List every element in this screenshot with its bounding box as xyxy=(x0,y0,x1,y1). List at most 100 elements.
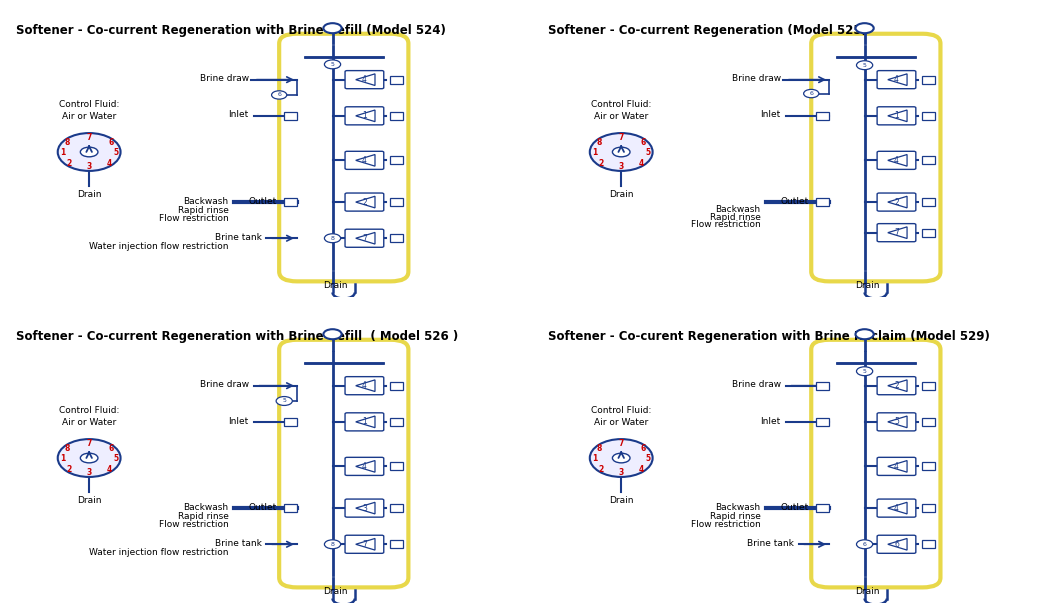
Text: 3: 3 xyxy=(619,468,624,477)
Polygon shape xyxy=(356,196,375,208)
FancyBboxPatch shape xyxy=(390,541,403,548)
Polygon shape xyxy=(888,196,907,208)
Text: 2: 2 xyxy=(894,197,899,207)
Circle shape xyxy=(276,397,293,405)
FancyBboxPatch shape xyxy=(877,224,916,242)
FancyBboxPatch shape xyxy=(390,234,403,242)
Text: 8: 8 xyxy=(331,236,335,240)
Polygon shape xyxy=(888,539,907,550)
FancyBboxPatch shape xyxy=(346,499,384,517)
Text: Drain: Drain xyxy=(608,496,634,505)
Text: 7: 7 xyxy=(361,540,367,549)
FancyBboxPatch shape xyxy=(922,76,935,84)
Circle shape xyxy=(81,453,98,463)
Polygon shape xyxy=(888,416,907,427)
FancyBboxPatch shape xyxy=(390,198,403,206)
FancyBboxPatch shape xyxy=(877,107,916,125)
FancyBboxPatch shape xyxy=(922,418,935,426)
FancyBboxPatch shape xyxy=(877,458,916,475)
Text: Drain: Drain xyxy=(323,587,348,597)
FancyBboxPatch shape xyxy=(816,504,830,512)
FancyBboxPatch shape xyxy=(922,504,935,512)
Text: Rapid rinse: Rapid rinse xyxy=(178,512,229,521)
Text: 6: 6 xyxy=(640,443,646,453)
FancyBboxPatch shape xyxy=(346,376,384,395)
Text: Brine draw: Brine draw xyxy=(731,74,781,83)
FancyBboxPatch shape xyxy=(390,462,403,470)
Polygon shape xyxy=(356,110,375,122)
Polygon shape xyxy=(888,154,907,166)
FancyBboxPatch shape xyxy=(877,151,916,169)
FancyBboxPatch shape xyxy=(811,339,940,587)
Text: Rapid rinse: Rapid rinse xyxy=(710,213,761,221)
Text: Backwash: Backwash xyxy=(716,205,761,215)
Polygon shape xyxy=(888,227,907,239)
FancyBboxPatch shape xyxy=(346,458,384,475)
Circle shape xyxy=(323,23,341,33)
Text: 1: 1 xyxy=(59,454,65,464)
Text: 2: 2 xyxy=(598,159,603,168)
Text: 1: 1 xyxy=(363,111,367,121)
Text: Water injection flow restriction: Water injection flow restriction xyxy=(89,548,229,557)
Circle shape xyxy=(855,23,873,33)
Text: Brine tank: Brine tank xyxy=(214,233,262,242)
Circle shape xyxy=(324,234,340,243)
Circle shape xyxy=(856,61,872,69)
Circle shape xyxy=(324,540,340,549)
Polygon shape xyxy=(888,461,907,472)
FancyBboxPatch shape xyxy=(284,418,298,426)
Text: 7: 7 xyxy=(619,133,624,141)
Text: Inlet: Inlet xyxy=(229,416,249,426)
FancyBboxPatch shape xyxy=(922,541,935,548)
FancyBboxPatch shape xyxy=(816,112,830,120)
Text: 3: 3 xyxy=(87,468,92,477)
FancyBboxPatch shape xyxy=(816,418,830,426)
Text: Flow restriction: Flow restriction xyxy=(159,213,229,223)
FancyBboxPatch shape xyxy=(877,71,916,89)
Text: Backwash: Backwash xyxy=(183,197,229,206)
Text: 1: 1 xyxy=(591,148,597,157)
Text: 6: 6 xyxy=(809,91,813,96)
FancyBboxPatch shape xyxy=(390,382,403,389)
FancyBboxPatch shape xyxy=(346,535,384,554)
Text: 4: 4 xyxy=(894,75,899,84)
Text: Water injection flow restriction: Water injection flow restriction xyxy=(89,242,229,251)
Text: 7: 7 xyxy=(87,133,92,141)
FancyBboxPatch shape xyxy=(922,156,935,164)
Text: 5: 5 xyxy=(646,454,651,464)
Text: 4: 4 xyxy=(894,462,899,471)
FancyBboxPatch shape xyxy=(877,413,916,431)
FancyBboxPatch shape xyxy=(284,504,298,512)
FancyBboxPatch shape xyxy=(346,151,384,169)
Circle shape xyxy=(855,329,873,339)
FancyBboxPatch shape xyxy=(346,193,384,211)
Ellipse shape xyxy=(589,133,653,171)
Ellipse shape xyxy=(589,439,653,477)
Text: 5: 5 xyxy=(331,62,335,67)
Text: Drain: Drain xyxy=(608,190,634,199)
Text: 4: 4 xyxy=(107,465,112,474)
Text: Drain: Drain xyxy=(854,282,880,290)
Text: 4: 4 xyxy=(894,504,899,513)
Text: 7: 7 xyxy=(87,438,92,448)
Circle shape xyxy=(271,91,287,99)
Circle shape xyxy=(613,453,630,463)
Text: Control Fluid:
Air or Water: Control Fluid: Air or Water xyxy=(59,407,120,427)
Circle shape xyxy=(856,367,872,376)
Text: Inlet: Inlet xyxy=(761,111,781,119)
FancyBboxPatch shape xyxy=(284,198,298,206)
Text: Brine tank: Brine tank xyxy=(214,539,262,548)
Text: Brine tank: Brine tank xyxy=(746,539,794,548)
Text: Softener - Co-current Regeneration (Model 525): Softener - Co-current Regeneration (Mode… xyxy=(548,24,867,37)
Text: 4: 4 xyxy=(107,159,112,168)
FancyBboxPatch shape xyxy=(922,198,935,206)
FancyBboxPatch shape xyxy=(346,413,384,431)
FancyBboxPatch shape xyxy=(811,34,940,282)
Text: Softener - Co-current Regeneration with Brine Refill (Model 524): Softener - Co-current Regeneration with … xyxy=(16,24,445,37)
Circle shape xyxy=(324,60,340,69)
FancyBboxPatch shape xyxy=(279,339,408,587)
FancyBboxPatch shape xyxy=(922,229,935,237)
Text: 7: 7 xyxy=(894,228,899,237)
Text: Drain: Drain xyxy=(854,587,880,597)
Text: 2: 2 xyxy=(66,159,71,168)
